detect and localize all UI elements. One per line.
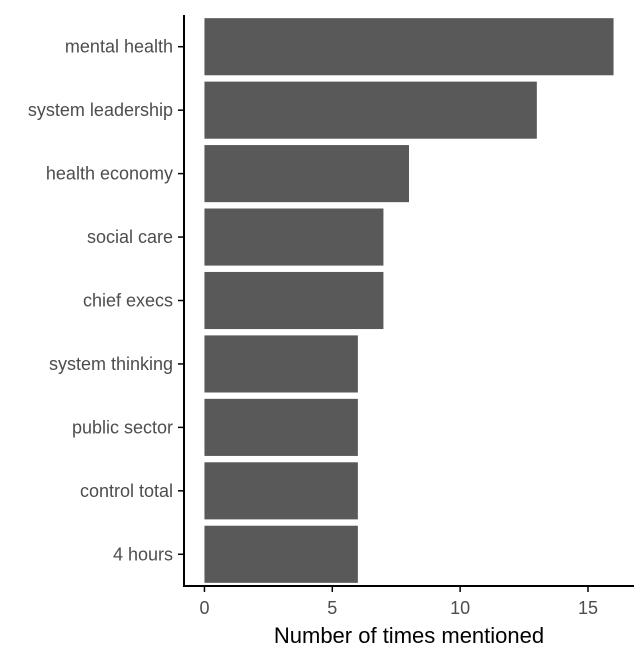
y-tick-label: mental health <box>65 37 173 57</box>
x-axis-title: Number of times mentioned <box>274 623 544 646</box>
bar-public-sector <box>204 398 358 456</box>
y-tick-label: social care <box>87 227 173 247</box>
bars-group <box>204 18 614 583</box>
bar-chief-execs <box>204 271 384 330</box>
y-tick-label: health economy <box>46 164 173 184</box>
y-tick-label: public sector <box>72 417 173 437</box>
bar-4-hours <box>204 525 358 583</box>
x-tick-label: 15 <box>578 598 598 618</box>
bar-mental-health <box>204 18 614 76</box>
x-tick-label: 0 <box>199 598 209 618</box>
y-tick-label: system thinking <box>49 354 173 374</box>
x-tick-label: 10 <box>450 598 470 618</box>
bar-system-thinking <box>204 335 358 393</box>
bar-system-leadership <box>204 81 537 139</box>
x-tick-label: 5 <box>327 598 337 618</box>
bar-social-care <box>204 208 384 266</box>
y-tick-label: control total <box>80 481 173 501</box>
y-tick-label: chief execs <box>83 291 173 311</box>
y-tick-label: system leadership <box>28 100 173 120</box>
bar-health-economy <box>204 145 409 203</box>
y-tick-label: 4 hours <box>113 544 173 564</box>
bar-control-total <box>204 462 358 520</box>
x-axis-ticks: 0 5 10 15 <box>199 586 598 618</box>
y-axis-ticks: mental health system leadership health eco… <box>28 37 184 564</box>
